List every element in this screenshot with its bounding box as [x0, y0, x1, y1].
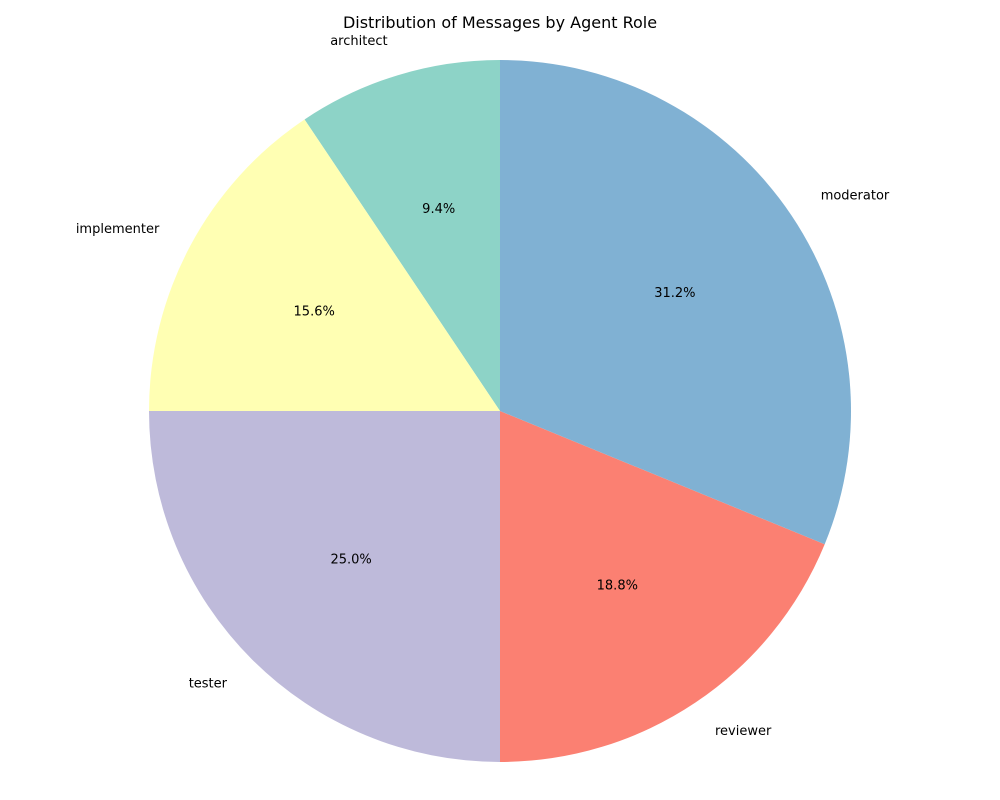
pct-label-moderator: 31.2%	[654, 286, 695, 301]
pct-label-reviewer: 18.8%	[597, 578, 638, 593]
pie-slices	[149, 60, 851, 762]
slice-label-reviewer: reviewer	[715, 724, 772, 739]
pct-label-architect: 9.4%	[422, 202, 455, 217]
slice-label-tester: tester	[189, 677, 228, 692]
pie-slice-architect	[304, 60, 500, 411]
pct-label-tester: 25.0%	[330, 552, 371, 567]
pie-slice-tester	[149, 411, 500, 762]
pie-slice-moderator	[500, 60, 851, 545]
slice-label-moderator: moderator	[821, 189, 890, 204]
chart-title: Distribution of Messages by Agent Role	[343, 13, 657, 32]
pct-label-implementer: 15.6%	[294, 304, 335, 319]
pie-slice-reviewer	[500, 411, 825, 762]
slice-label-architect: architect	[330, 34, 387, 49]
pie-labels: architect 9.4% implementer 15.6% tester 25.0%…	[76, 34, 890, 739]
slice-label-implementer: implementer	[76, 222, 160, 237]
pie-slice-implementer	[149, 119, 500, 412]
